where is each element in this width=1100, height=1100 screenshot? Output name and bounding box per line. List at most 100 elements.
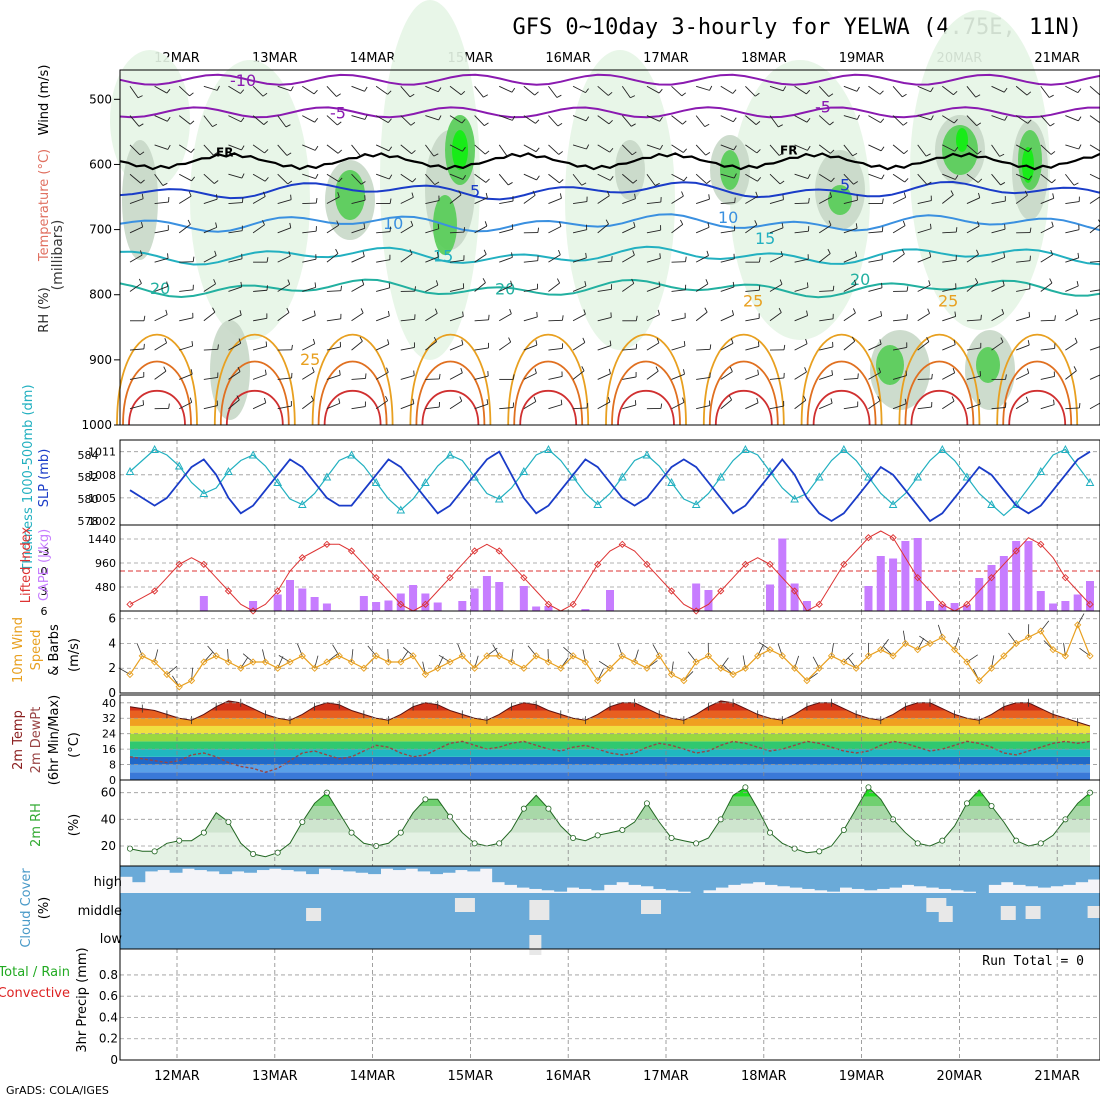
- cloud-bar-high: [678, 866, 692, 892]
- wind-barb: [696, 85, 710, 91]
- wind-barb: [326, 290, 341, 292]
- wind-barb-flag: [880, 146, 885, 152]
- wind-barb-flag: [286, 152, 292, 156]
- wind-barb-flag: [264, 177, 269, 182]
- wind-barb-flag: [461, 118, 466, 124]
- wind-barb: [991, 115, 1005, 121]
- cloud-bar-low: [516, 921, 530, 949]
- wind-barb-flag: [311, 367, 315, 373]
- rh-point: [693, 840, 700, 847]
- temp-label-b: 2m DewPt: [29, 707, 44, 774]
- wind-barb: [966, 173, 979, 183]
- wind-barb: [203, 283, 216, 292]
- wind-barb: [1089, 144, 1100, 152]
- wind-barb-flag: [262, 220, 265, 226]
- wind-barb-flag: [485, 178, 490, 183]
- wind-barb: [474, 319, 489, 322]
- wind-barb: [1089, 374, 1100, 380]
- wind-barb: [745, 374, 759, 380]
- cloud-bar-high: [1075, 866, 1089, 883]
- top-date-label: 19MAR: [839, 51, 885, 66]
- wind-barb-flag: [584, 281, 587, 287]
- wind-barb-flag: [999, 153, 1005, 157]
- cloud-bar-high: [169, 866, 183, 873]
- wind10m-panel: 0 2 4 6: [108, 610, 1100, 700]
- cloud-bar-high: [504, 866, 518, 885]
- wind-barb: [400, 115, 412, 126]
- wind-barb: [966, 115, 977, 126]
- wind-barb: [991, 256, 1005, 263]
- wind-barb: [326, 224, 339, 234]
- wind-barb: [178, 144, 192, 153]
- cloud-bar-low: [194, 921, 208, 949]
- wind-barb-flag: [463, 227, 466, 233]
- wind-barb: [400, 196, 414, 204]
- isotherm-label: 5: [470, 182, 480, 201]
- wind-barb: [745, 289, 760, 292]
- isotherm-label: 25: [743, 291, 763, 310]
- wind-barb-flag: [1002, 280, 1005, 286]
- wind-barb-flag: [854, 251, 858, 257]
- wind-barb: [400, 173, 413, 183]
- warm-isotherm: [225, 390, 284, 426]
- wind-barb-flag: [191, 340, 194, 347]
- wind-barb: [1040, 376, 1055, 380]
- wind-barb-flag: [310, 395, 314, 401]
- wind-barb: [622, 173, 634, 184]
- wind-barb-flag: [829, 192, 833, 198]
- cloud-bar-middle: [889, 893, 903, 921]
- wind-barb: [326, 115, 338, 126]
- cape-bar: [384, 600, 393, 611]
- cloud-bar-high: [889, 866, 903, 888]
- wind-barb-flag: [264, 397, 267, 403]
- cloud-bar-high: [554, 866, 568, 892]
- wind-barb-flag: [926, 181, 932, 186]
- cloud-bar-middle: [839, 893, 853, 921]
- wind10-point: [224, 658, 233, 666]
- wind-barb: [499, 256, 513, 263]
- wind-barb-flag: [189, 92, 194, 97]
- wind-barb: [499, 200, 514, 204]
- wind-barb-flag: [929, 251, 932, 258]
- wind-barb: [942, 372, 955, 380]
- cloud-level-label: middle: [78, 904, 122, 919]
- rh-point: [471, 840, 478, 847]
- cloud-gap: [529, 900, 550, 920]
- cloud-bar-middle: [206, 893, 220, 921]
- cape-bar: [864, 586, 873, 611]
- wind10-point: [938, 633, 946, 641]
- thickness-point: [937, 444, 947, 453]
- wind-barb-flag: [163, 366, 167, 372]
- cloud-bar-middle: [268, 893, 282, 921]
- wind-barb: [819, 318, 834, 322]
- wind-barb-flag: [879, 339, 882, 345]
- freezing-level-label: FR: [780, 144, 797, 158]
- wind-barb-flag: [315, 173, 319, 179]
- wind-barb: [720, 173, 735, 179]
- cloud-bar-low: [715, 921, 729, 949]
- wind-barb-flag: [681, 92, 687, 97]
- wind-barb: [966, 319, 981, 322]
- cloud-bar-middle: [665, 893, 679, 921]
- cloud-bar-high: [1037, 866, 1051, 888]
- thickness-point: [297, 499, 307, 508]
- wind10-point: [790, 664, 799, 672]
- lifted-index-point: [495, 547, 503, 555]
- upper-rh-label: RH (%): [37, 287, 52, 332]
- wind10-point: [766, 646, 774, 654]
- wind-barb-flag: [829, 121, 834, 126]
- wind-barb-flag: [1027, 340, 1030, 346]
- wind-barb-flag: [337, 149, 343, 154]
- wind-barb: [228, 286, 242, 292]
- wind-barb: [695, 283, 709, 292]
- wind-barb-flag: [336, 220, 340, 226]
- wind-barb-flag: [410, 220, 414, 226]
- dewpt-line: [129, 740, 1091, 774]
- wind-barb-flag: [655, 366, 659, 372]
- wind-barb: [351, 312, 364, 322]
- cloud-bar-middle: [1062, 893, 1076, 921]
- wind-barb: [375, 315, 390, 322]
- cape-bar: [975, 578, 984, 611]
- wind-barb-flag: [166, 281, 169, 287]
- wind-barb: [646, 257, 661, 263]
